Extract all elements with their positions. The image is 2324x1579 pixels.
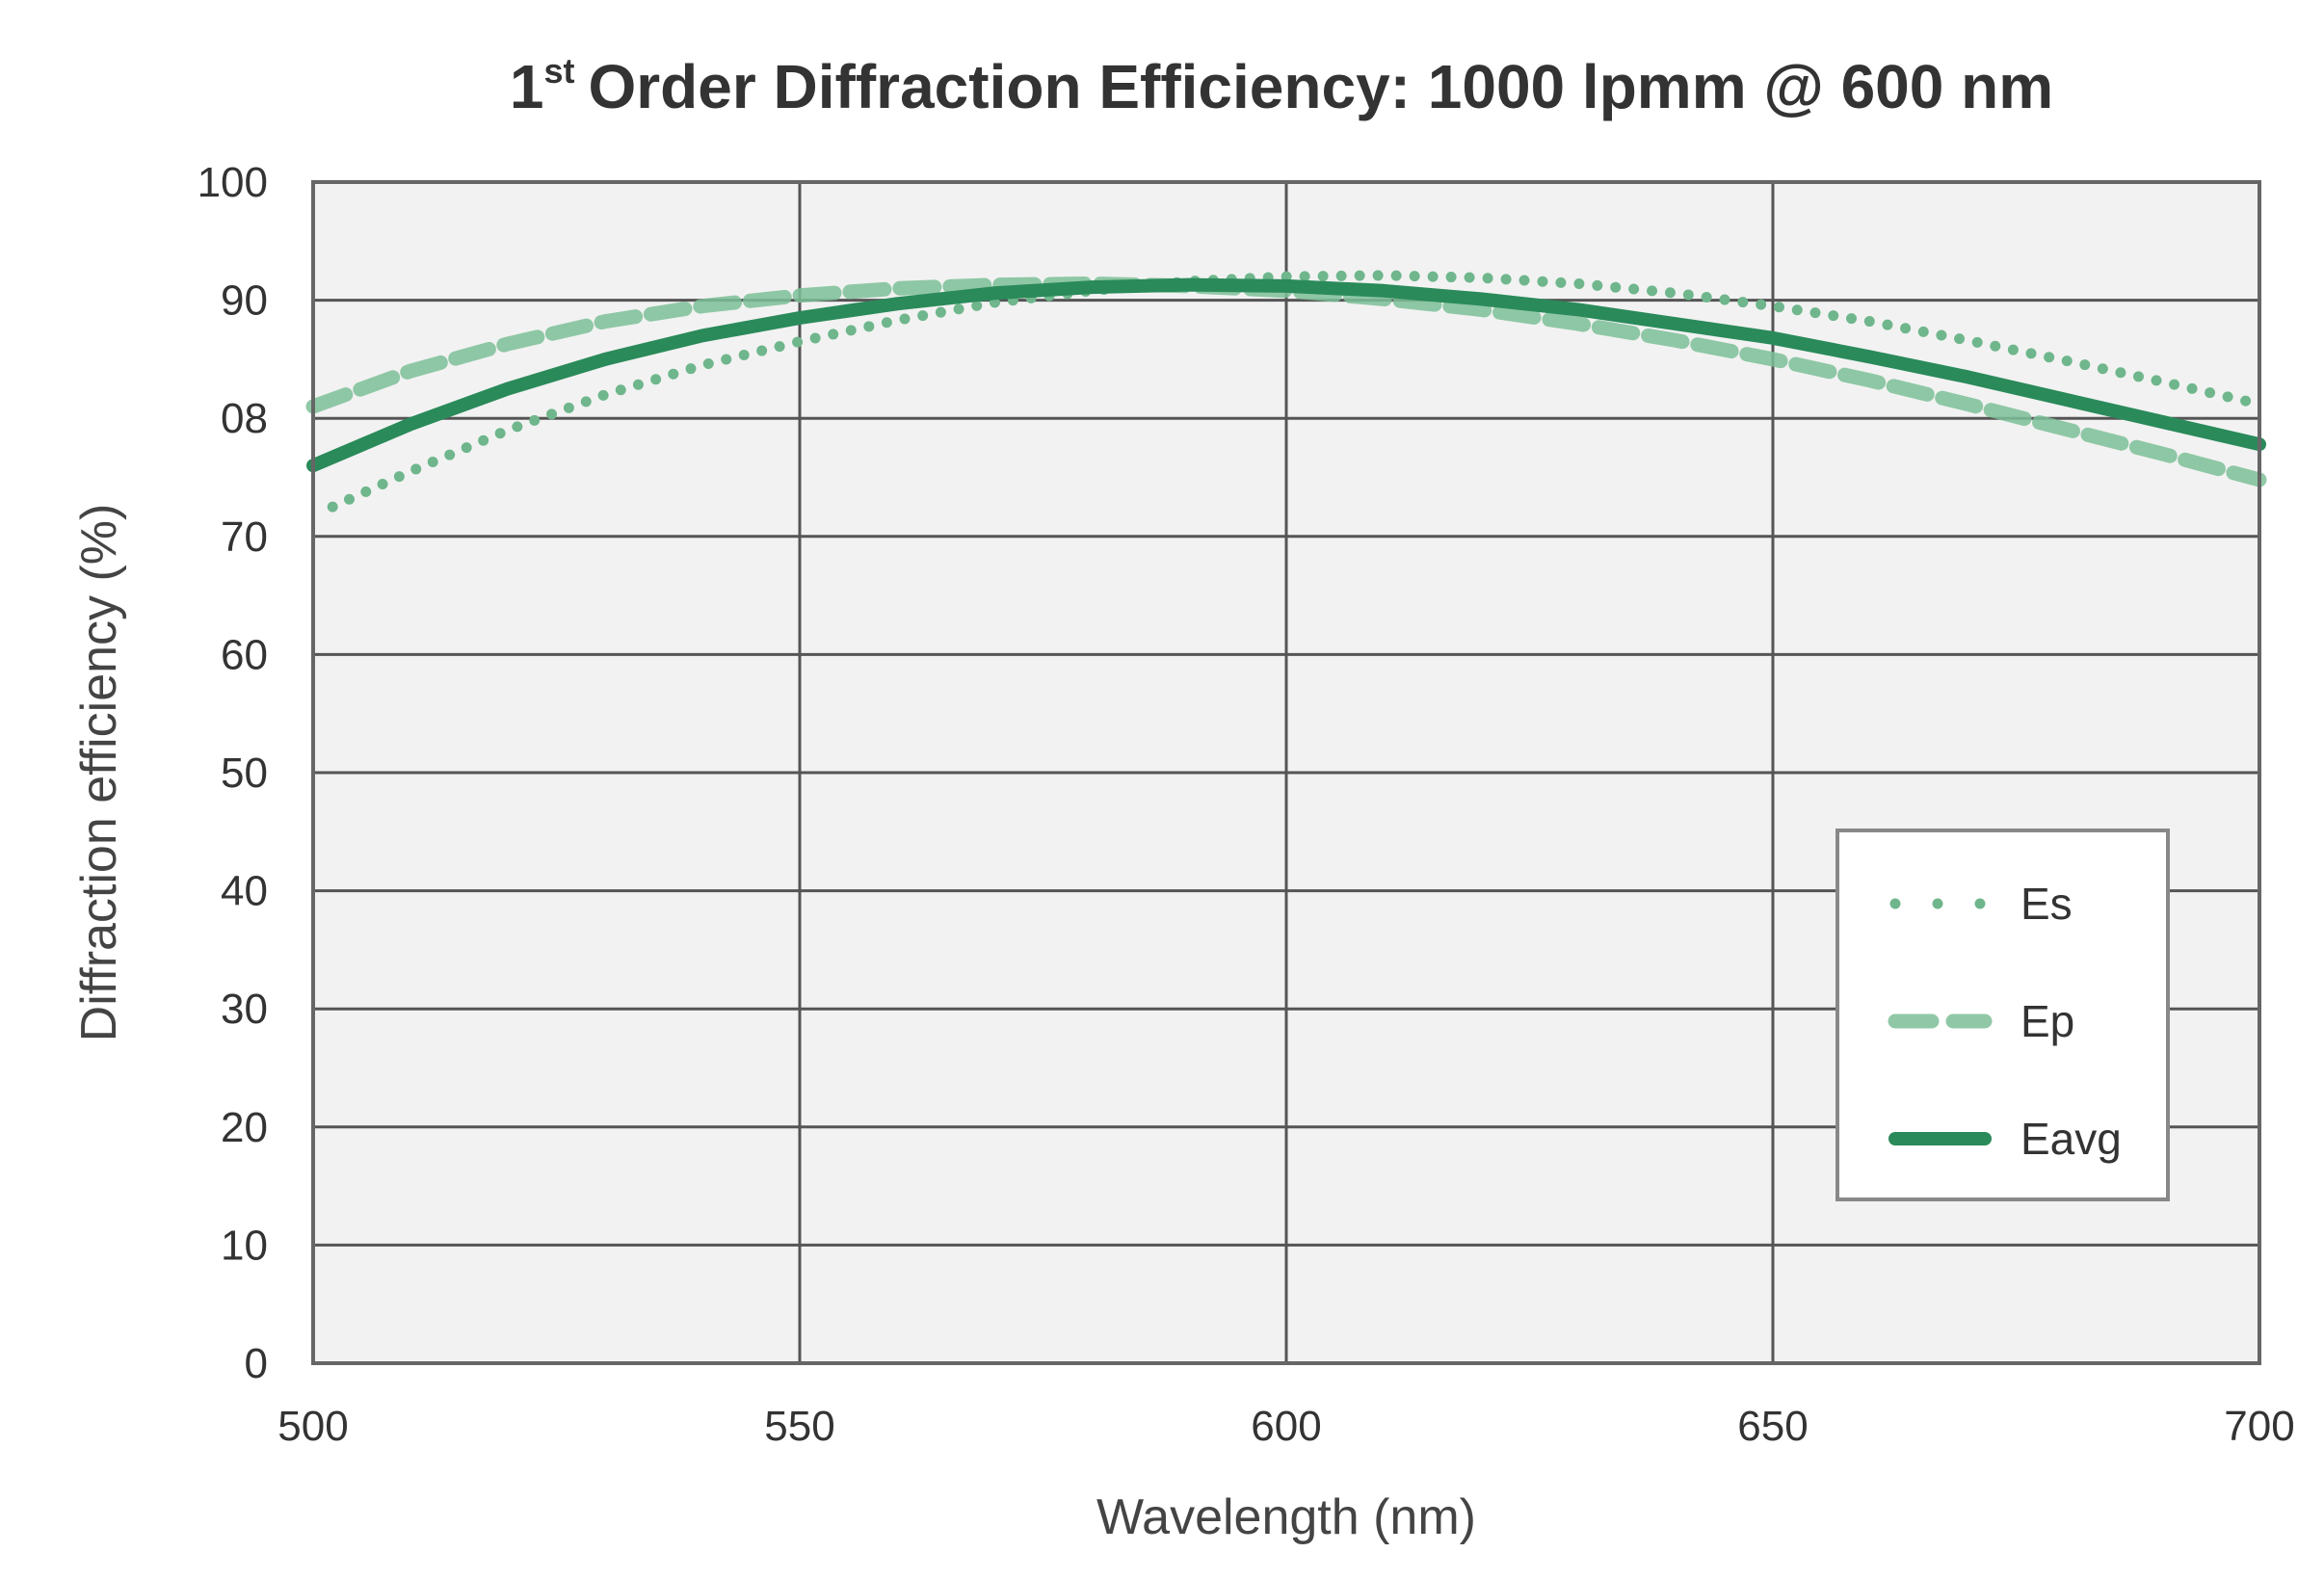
series-es-line: [327, 270, 2265, 513]
y-tick-label: 100: [198, 159, 268, 206]
series-lines: [305, 270, 2267, 513]
y-tick-label: 60: [221, 631, 268, 678]
chart-title: 1st Order Diffraction Efficiency: 1000 lp…: [510, 51, 2053, 121]
y-tick-labels: 0 10 20 30 40 50 60 70 08 90 100: [198, 159, 268, 1387]
y-tick-label: 40: [221, 868, 268, 915]
y-tick-label: 0: [245, 1340, 268, 1387]
y-axis-title: Diffraction efficiency (%): [71, 504, 127, 1042]
legend: Es Ep Eavg: [1835, 829, 2170, 1201]
series-eavg-line: [306, 277, 2266, 473]
x-tick-label: 500: [277, 1403, 348, 1450]
y-tick-label: 90: [221, 277, 268, 325]
y-tick-label: 70: [221, 513, 268, 561]
x-tick-label: 650: [1737, 1403, 1808, 1450]
legend-label-eavg: Eavg: [2020, 1114, 2122, 1164]
y-tick-label: 20: [221, 1104, 268, 1151]
legend-label-ep: Ep: [2020, 996, 2074, 1046]
x-tick-label: 700: [2224, 1403, 2294, 1450]
y-tick-label: 50: [221, 750, 268, 797]
legend-label-es: Es: [2020, 879, 2073, 929]
x-tick-label: 600: [1251, 1403, 1321, 1450]
x-axis-title: Wavelength (nm): [1096, 1489, 1476, 1545]
x-tick-label: 550: [764, 1403, 834, 1450]
x-tick-labels: 500 550 600 650 700: [277, 1403, 2294, 1450]
y-tick-label: 10: [221, 1222, 268, 1269]
y-tick-label: 08: [221, 395, 268, 442]
plot-border: [311, 180, 2261, 1365]
y-tick-label: 30: [221, 986, 268, 1033]
